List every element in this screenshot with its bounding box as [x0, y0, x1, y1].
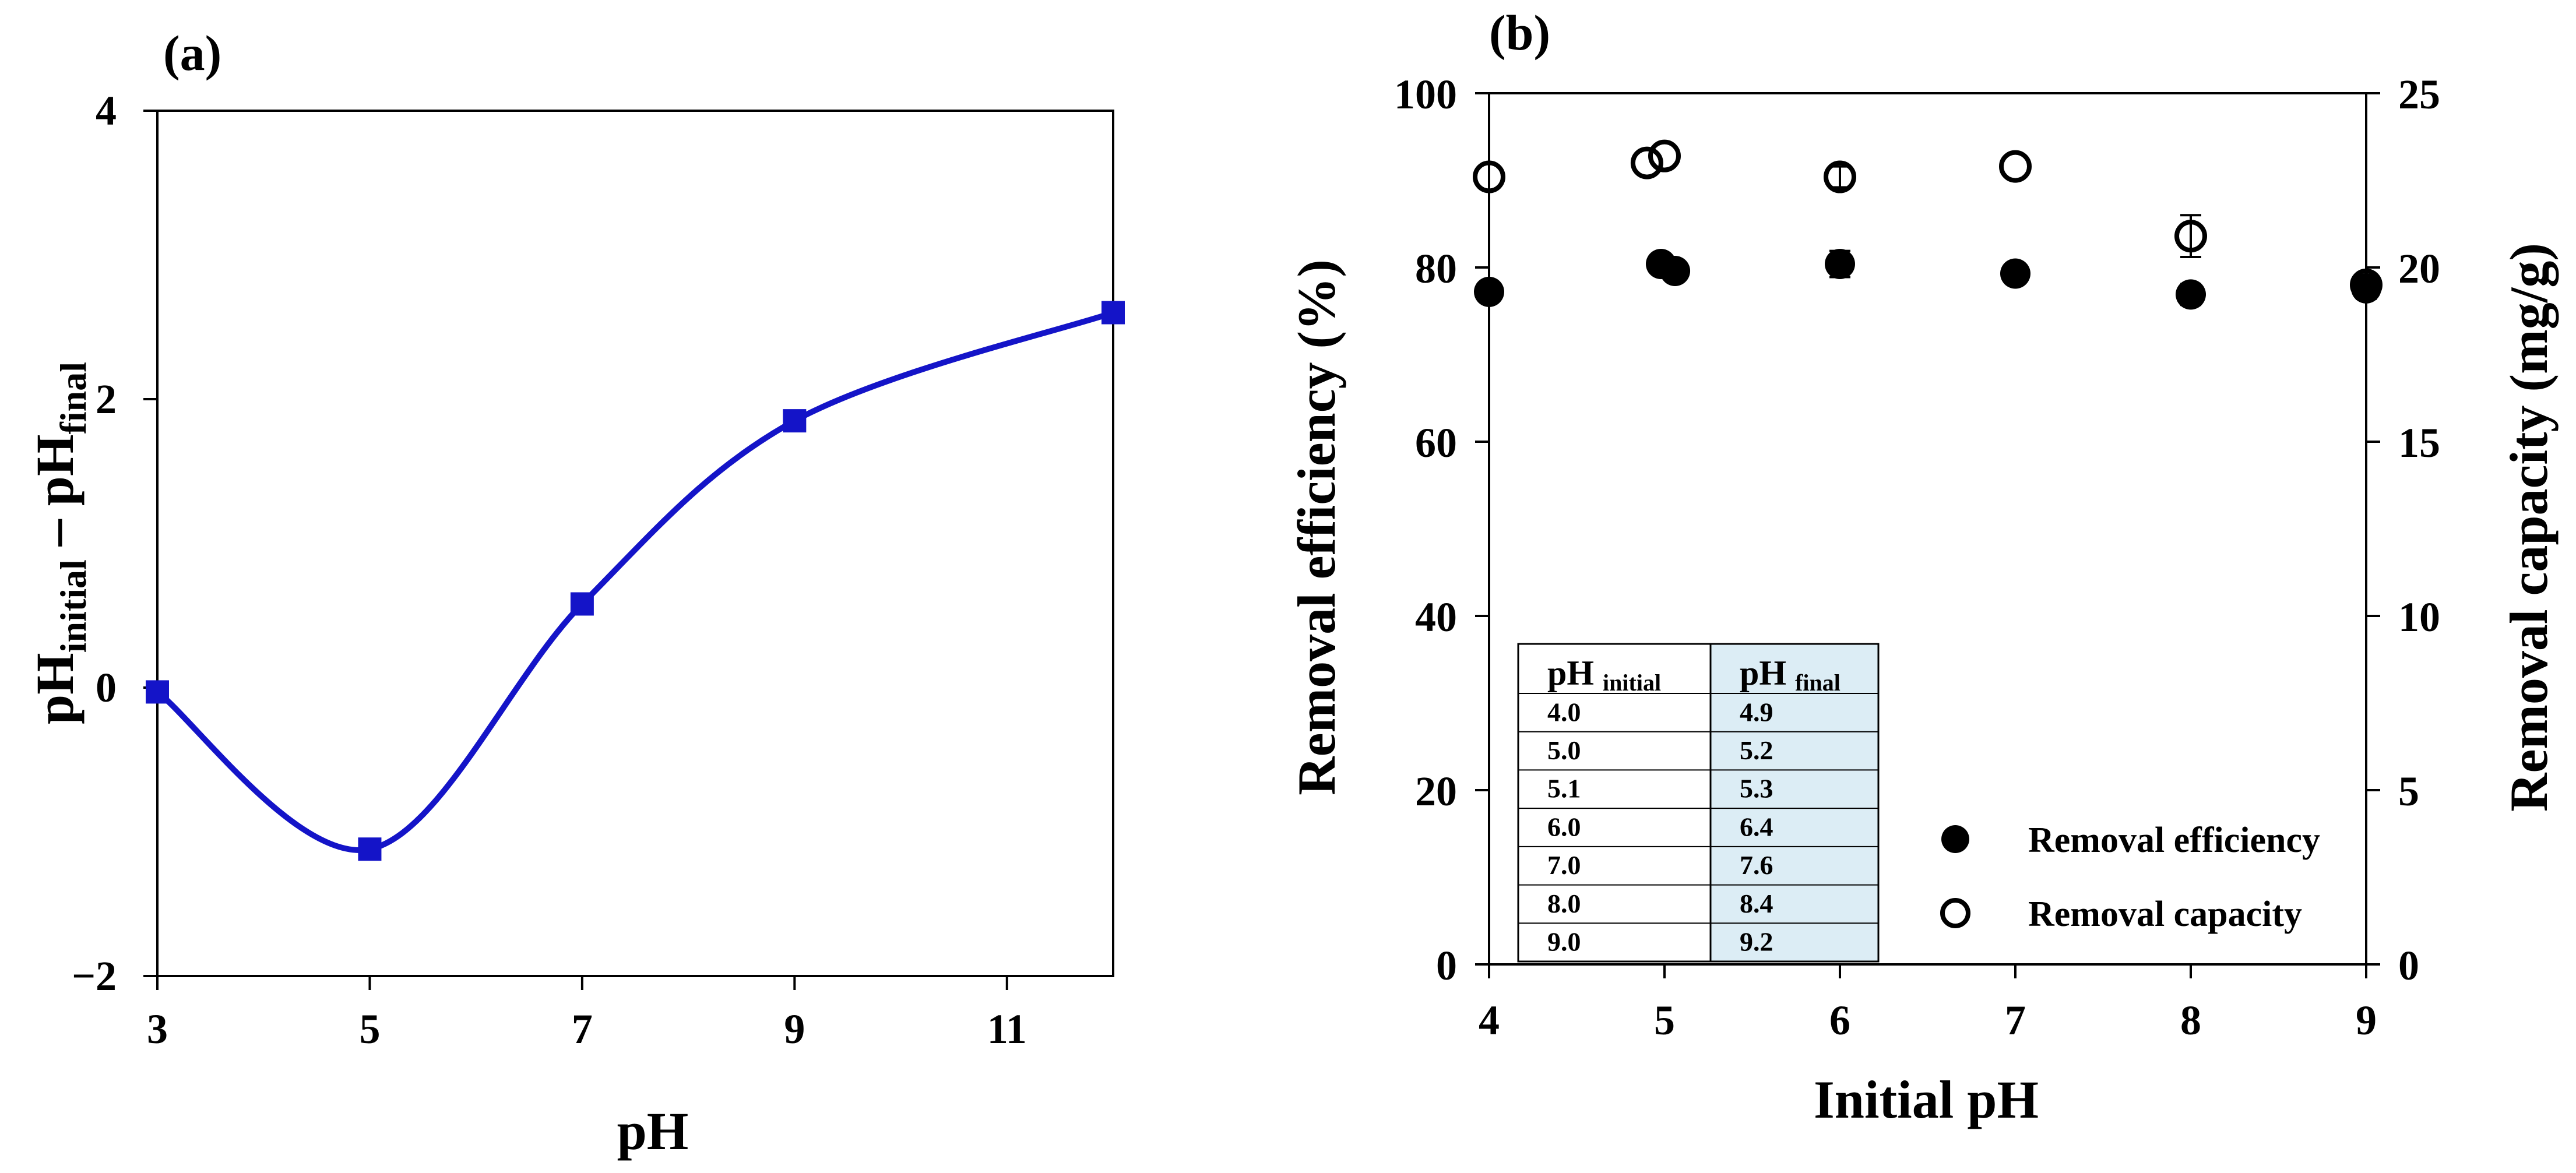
table-cell-initial: 8.0	[1547, 889, 1581, 918]
table-frame	[1517, 643, 1880, 963]
x-tick-label: 9	[2356, 997, 2377, 1044]
header-final-main: pH	[1740, 654, 1795, 692]
y-tick-label-left: 60	[1415, 420, 1457, 466]
panel-a-label: (a)	[163, 25, 221, 81]
y-tick-label-left: 100	[1394, 71, 1457, 118]
panel-b-error-bars	[1829, 165, 2377, 307]
table-cell-final: 7.6	[1740, 850, 1773, 880]
y-tick-label-right: 0	[2398, 942, 2419, 989]
removal-capacity-point	[1999, 150, 2032, 183]
data-point-marker	[783, 409, 807, 433]
panel-b-plot-frame	[1488, 92, 2367, 966]
removal-capacity-point	[1648, 139, 1681, 172]
header-initial-main: pH	[1547, 654, 1603, 692]
removal-capacity-point	[1473, 160, 1505, 193]
table-cell-final: 6.4	[1740, 812, 1773, 841]
x-tick-label: 11	[987, 1006, 1027, 1052]
removal-efficiency-point	[2000, 258, 2030, 289]
removal-efficiency-point	[1825, 249, 1855, 280]
ylabel-sub-final: final	[52, 362, 94, 434]
legend-label-removal-capacity: Removal capacity	[2028, 894, 2302, 934]
y-tick-label-right: 5	[2398, 768, 2419, 815]
y-tick-label: 4	[96, 87, 117, 134]
table-cell-final: 5.2	[1740, 735, 1773, 765]
x-tick-label: 9	[784, 1006, 805, 1052]
y-tick-label-right: 20	[2398, 245, 2440, 292]
x-tick-label: 5	[359, 1006, 380, 1052]
legend-marker-removal-efficiency	[1941, 825, 1969, 853]
panel-b-y-axis-label-left: Removal efficiency (%)	[1287, 259, 1346, 795]
y-tick-label-left: 0	[1436, 942, 1457, 989]
removal-capacity-point	[2350, 268, 2383, 301]
panel-a-markers	[146, 301, 1125, 861]
panel-b-label: (b)	[1489, 5, 1550, 61]
header-initial-sub: initial	[1603, 670, 1661, 696]
panel-b-x-axis-label: Initial pH	[1814, 1070, 2039, 1129]
legend: Removal efficiency Removal capacity	[1940, 820, 2320, 934]
panel-a-x-axis-label: pH	[617, 1101, 689, 1161]
y-tick-label-left: 80	[1415, 245, 1457, 292]
removal-efficiency-point	[2176, 279, 2206, 310]
table-cell-initial: 6.0	[1547, 812, 1581, 841]
data-point-marker	[146, 680, 169, 704]
legend-label-removal-efficiency: Removal efficiency	[2028, 820, 2320, 860]
data-point-marker	[570, 592, 594, 616]
removal-capacity-point	[1630, 146, 1663, 179]
header-final-sub: final	[1795, 670, 1840, 696]
legend-marker-removal-capacity	[1940, 898, 1970, 928]
x-tick-label: 8	[2180, 997, 2201, 1044]
data-point-marker	[1102, 301, 1125, 325]
y-tick-label-left: 20	[1415, 768, 1457, 815]
table-cell-final: 9.2	[1740, 927, 1773, 957]
table-cell-initial: 5.0	[1547, 735, 1581, 765]
table-cell-initial: 5.1	[1547, 774, 1581, 804]
table-cell-final: 4.9	[1740, 697, 1773, 727]
table-cell-initial: 4.0	[1547, 697, 1581, 727]
x-tick-label: 4	[1479, 997, 1500, 1044]
panel-b-ticks	[1475, 92, 2380, 978]
panel-a-line	[156, 309, 1114, 853]
y-tick-label: 2	[96, 376, 117, 422]
removal-capacity-point	[1824, 160, 1856, 193]
y-tick-label-right: 10	[2398, 594, 2440, 640]
ylabel-minus-ph: – pH	[25, 434, 85, 559]
table-final-column-bg	[1711, 644, 1878, 961]
y-tick-label: −2	[72, 953, 117, 999]
panel-a-ticks	[143, 110, 1008, 990]
table-cell-initial: 7.0	[1547, 850, 1581, 880]
table-cell-initial: 9.0	[1547, 927, 1581, 957]
table-cell-final: 5.3	[1740, 774, 1773, 804]
x-tick-label: 7	[2005, 997, 2026, 1044]
panel-a-plot-frame	[156, 110, 1114, 977]
table-header-final: pH final	[1740, 654, 1840, 696]
x-tick-label: 5	[1654, 997, 1675, 1044]
ylabel-ph-initial: pH	[25, 653, 85, 724]
removal-efficiency-point	[1474, 276, 1504, 307]
removal-efficiency-point	[1660, 255, 1691, 286]
removal-capacity-point	[2174, 220, 2207, 253]
table-rows: 4.0 4.9 5.0 5.2 5.1 5.3 6.0 6.4 7.0 7.6 8.0 8.4 9.0 9…	[1518, 693, 1878, 957]
table-header-initial: pH initial	[1547, 654, 1661, 696]
panel-b-y-axis-label-right: Removal capacity (mg/g)	[2499, 243, 2559, 812]
panel-a-tick-labels: 3 5 7 9 11 4 2 0 −2	[72, 87, 1027, 1052]
y-tick-label-right: 15	[2398, 420, 2440, 466]
table-cell-final: 8.4	[1740, 889, 1773, 918]
y-tick-label: 0	[96, 664, 117, 711]
panel-a-y-axis-label: pHinitial – pHfinal	[25, 362, 94, 724]
y-tick-label-right: 25	[2398, 71, 2440, 118]
ylabel-sub-initial: initial	[52, 559, 94, 653]
inset-table: pH initial pH final 4.0 4.9 5.0 5.2 5.1 5.3 6.…	[1517, 643, 1880, 963]
y-tick-label-left: 40	[1415, 594, 1457, 640]
x-tick-label: 6	[1829, 997, 1850, 1044]
x-tick-label: 3	[147, 1006, 168, 1052]
panel-b-points	[1473, 139, 2383, 310]
data-point-marker	[358, 837, 382, 861]
x-tick-label: 7	[572, 1006, 593, 1052]
